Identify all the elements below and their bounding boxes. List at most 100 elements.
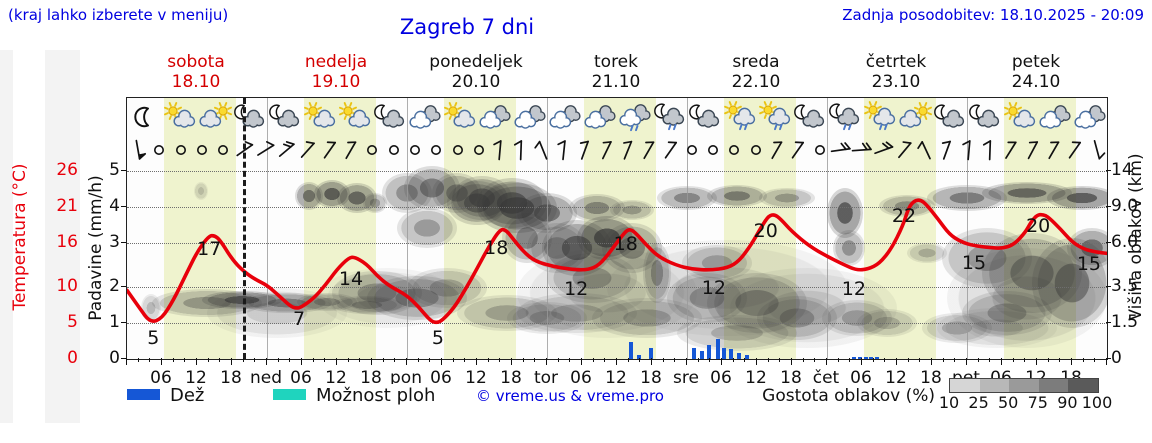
precip-bar — [851, 357, 856, 359]
clouds-icon — [1072, 101, 1107, 135]
cloud-blob — [757, 296, 837, 340]
x-tick — [662, 358, 664, 362]
precip-bar — [648, 348, 653, 359]
x-tick — [324, 358, 326, 362]
cloud-height-tick-label: 0 — [1111, 348, 1122, 368]
cloud-blob — [962, 291, 1052, 335]
wind-barb-icon — [1043, 139, 1065, 161]
density-stop-label: 50 — [998, 393, 1019, 412]
cloud-blob — [194, 182, 208, 200]
moon-cloud-icon — [967, 101, 1003, 135]
x-tick — [172, 358, 174, 362]
calm-wind-icon — [191, 139, 213, 161]
x-tick — [312, 358, 314, 362]
day-name: ponedeljek — [429, 52, 523, 72]
day-date: 24.10 — [1011, 72, 1061, 92]
sun-cloud-rain-icon — [757, 101, 793, 135]
x-tick — [977, 358, 979, 362]
density-stop-label: 100 — [1081, 393, 1113, 412]
hour-label: 06 — [570, 368, 592, 388]
precip-bar — [875, 357, 880, 359]
calm-wind-icon — [404, 139, 426, 161]
x-tick — [966, 358, 967, 365]
temp-value-label: 15 — [1076, 253, 1101, 276]
day-abbrev-label: ned — [249, 368, 283, 388]
x-tick — [1036, 358, 1037, 365]
x-tick — [347, 358, 349, 362]
moon-cloud-icon — [687, 101, 723, 135]
cloud-blob — [317, 268, 457, 328]
x-tick — [487, 358, 489, 362]
day-separator — [967, 98, 968, 359]
gridline — [127, 171, 1107, 172]
copyright-link[interactable]: © vreme.us & vreme.pro — [476, 387, 664, 405]
sun-cloud-icon — [337, 101, 373, 135]
temp-value-label: 18 — [484, 236, 509, 259]
wind-barb-icon — [660, 139, 682, 161]
day-name: sobota — [167, 52, 225, 72]
day-name: četrtek — [865, 52, 927, 72]
hour-label: 12 — [185, 368, 207, 388]
precip-tick-label: 5 — [109, 160, 120, 180]
x-tick — [1071, 358, 1072, 365]
x-tick — [382, 358, 384, 362]
moon-cloud-rain-icon — [652, 101, 688, 135]
x-tick — [907, 358, 909, 362]
x-tick — [301, 358, 302, 365]
y-tick — [121, 206, 126, 208]
calm-wind-icon — [809, 139, 831, 161]
x-tick — [254, 358, 256, 362]
showers-legend-swatch — [273, 389, 306, 400]
day-date: 22.10 — [731, 72, 781, 92]
wind-barb-icon — [574, 139, 596, 161]
sun-cloud-icon — [1002, 101, 1038, 135]
clouds-icon — [512, 101, 548, 135]
x-tick — [732, 358, 734, 362]
gridline — [127, 286, 1107, 288]
cloud-blob — [717, 268, 897, 348]
cloud-blob — [682, 245, 752, 281]
cloud-blob — [922, 313, 992, 343]
temp-tick-label: 16 — [56, 232, 78, 253]
x-tick — [149, 358, 151, 362]
x-tick — [942, 358, 944, 362]
temp-value-label: 7 — [293, 308, 306, 331]
wind-barb-icon — [617, 139, 639, 161]
x-tick — [231, 358, 232, 365]
calm-wind-icon — [723, 139, 745, 161]
moon-cloud-rain-icon — [827, 101, 863, 135]
precip-tick-label: 3 — [109, 232, 120, 253]
sun-cloud-rain-icon — [722, 101, 758, 135]
x-tick — [207, 358, 209, 362]
precip-bar — [745, 355, 750, 359]
sun-cloud-icon — [162, 101, 198, 135]
cloud-blob — [947, 248, 1107, 348]
precip-bar — [736, 353, 741, 359]
cloud-blob — [677, 315, 797, 351]
x-tick — [277, 358, 279, 362]
x-tick — [406, 358, 407, 365]
calm-wind-icon — [425, 139, 447, 161]
cloud-blob — [607, 240, 847, 336]
wind-barb-icon — [319, 139, 341, 161]
day-name: petek — [1011, 52, 1061, 72]
day-date: 23.10 — [871, 72, 921, 92]
x-tick — [1094, 358, 1096, 362]
wind-barb-icon — [1000, 139, 1022, 161]
wind-barb-icon — [638, 139, 660, 161]
hour-label: 06 — [290, 368, 312, 388]
bg-strip-left — [0, 50, 13, 423]
temp-axis-title: Temperatura (°C) — [10, 163, 30, 311]
hour-label: 06 — [850, 368, 872, 388]
hour-label: 18 — [360, 368, 382, 388]
x-tick — [1106, 358, 1107, 365]
precip-bar — [863, 357, 868, 359]
x-tick — [802, 358, 804, 362]
x-tick — [989, 358, 991, 362]
temp-value-label: 15 — [961, 251, 987, 274]
x-tick — [919, 358, 921, 362]
x-tick — [476, 358, 477, 365]
calm-wind-icon — [745, 139, 767, 161]
clouds-icon — [407, 101, 443, 135]
x-tick — [697, 358, 699, 362]
